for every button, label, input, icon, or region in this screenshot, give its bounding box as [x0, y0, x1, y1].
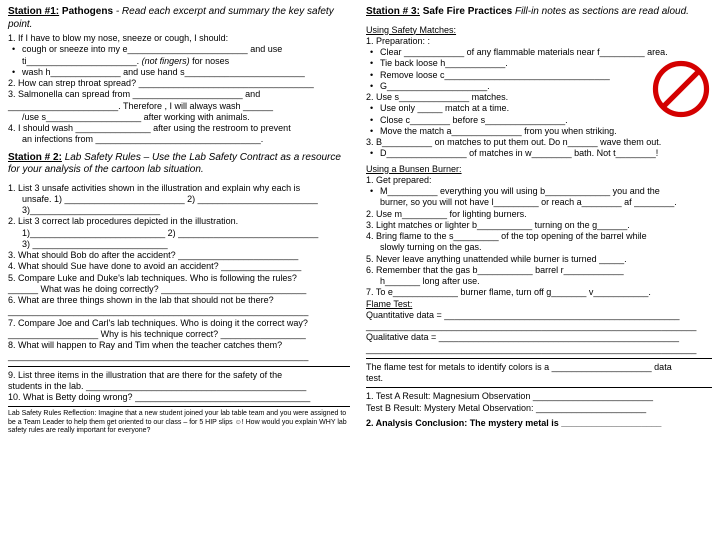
reflection-text: Lab Safety Rules Reflection: Imagine tha…: [8, 410, 350, 435]
b-q2: 2. Use m_________ for lighting burners.: [366, 209, 712, 220]
s1-q4a: 4. I should wash _______________ after u…: [8, 123, 350, 134]
divider-1: [8, 366, 350, 367]
s2-q1c: 3)__________________________: [8, 205, 350, 216]
ft-conclusion: 2. Analysis Conclusion: The mystery meta…: [366, 418, 712, 429]
station1: Station #1: Pathogens - Read each excerp…: [8, 6, 350, 146]
s2-q3: 3. What should Bob do after the accident…: [8, 250, 350, 261]
m-b7: Move the match a______________ from you …: [380, 126, 712, 137]
s1-q3a: 3. Salmonella can spread from __________…: [8, 89, 350, 100]
s1-b2: wash h______________ and use hand s_____…: [22, 67, 305, 77]
s2-q9a: 9. List three items in the illustration …: [8, 370, 350, 381]
b-q6b: h_______ long after use.: [366, 276, 712, 287]
s2-q5a: 5. Compare Luke and Duke's lab technique…: [8, 273, 350, 284]
station3-topic: Safe Fire Practices: [423, 6, 513, 17]
s2-q8b: ________________________________________…: [8, 351, 350, 362]
s2-q6a: 6. What are three things shown in the la…: [8, 295, 350, 306]
ft-stmt-a: The flame test for metals to identify co…: [366, 362, 712, 373]
b-q4b: slowly turning on the gas.: [366, 242, 712, 253]
m-q1: 1. Preparation: :: [366, 36, 712, 47]
divider-4: [366, 387, 712, 388]
station2-label: Station # 2:: [8, 152, 62, 163]
divider-2: [8, 406, 350, 407]
ft-qual: Qualitative data = _____________________…: [366, 332, 712, 343]
station1-topic: Pathogens: [62, 6, 113, 17]
ft-qual-b: ________________________________________…: [366, 344, 712, 355]
m-q3-bullets: D________________ of matches in w_______…: [366, 148, 712, 159]
b-q4a: 4. Bring flame to the s_________ of the …: [366, 231, 712, 242]
station2: Station # 2: Lab Safety Rules – Use the …: [8, 152, 350, 436]
s2-q1a: 1. List 3 unsafe activities shown in the…: [8, 183, 350, 194]
ft-testB: Test B Result: Mystery Metal Observation…: [366, 403, 712, 414]
no-sign-icon: [652, 60, 710, 118]
bunsen-header: Using a Bunsen Burner:: [366, 164, 712, 175]
divider-3: [366, 358, 712, 359]
s2-q6b: ________________________________________…: [8, 306, 350, 317]
m-b1: Clear ____________ of any flammable mate…: [380, 47, 712, 58]
station3-instr: Fill-in notes as sections are read aloud…: [515, 6, 689, 17]
b-q1-bullets: M__________ everything you will using b_…: [366, 186, 712, 209]
ft-quant-b: ________________________________________…: [366, 321, 712, 332]
s2-q2a: 2. List 3 correct lab procedures depicte…: [8, 216, 350, 227]
station1-label: Station #1:: [8, 6, 59, 17]
s1-q3b: ______________________. Therefore , I wi…: [8, 101, 350, 112]
s2-q2b: 1)___________________________ 2) _______…: [8, 228, 350, 239]
s1-q2: 2. How can strep throat spread? ________…: [8, 78, 350, 89]
b-b1a: M__________ everything you will using b_…: [380, 186, 660, 196]
s2-q8a: 8. What will happen to Ray and Tim when …: [8, 340, 350, 351]
b-b1b: burner, so you will not have l_________ …: [380, 197, 677, 207]
b-q5: 5. Never leave anything unattended while…: [366, 254, 712, 265]
b-q1: 1. Get prepared:: [366, 175, 712, 186]
s2-q2c: 3) ___________________________: [8, 239, 350, 250]
b-q3: 3. Light matches or lighter b___________…: [366, 220, 712, 231]
s2-q1b: unsafe. 1) ________________________ 2) _…: [8, 194, 350, 205]
s1-q4b: an infections from _____________________…: [8, 134, 350, 145]
matches-header: Using Safety Matches:: [366, 25, 712, 36]
s2-q5b: ______ What was he doing correctly? ____…: [8, 284, 350, 295]
s2-q9b: students in the lab. ___________________…: [8, 381, 350, 392]
s1-q3c: /use s___________________ after working …: [8, 112, 350, 123]
s1-q1-bullets: cough or sneeze into my e_______________…: [8, 44, 350, 78]
ft-quant: Quantitative data = ____________________…: [366, 310, 712, 321]
s1-q1: 1. If I have to blow my nose, sneeze or …: [8, 33, 350, 44]
station1-header: Station #1: Pathogens - Read each excerp…: [8, 6, 350, 31]
station3-label: Station # 3:: [366, 6, 420, 17]
s1-b1b: ti______________________. (not fingers) …: [22, 56, 229, 66]
s2-q7a: 7. Compare Joe and Carl's lab techniques…: [8, 318, 350, 329]
flame-header: Flame Test:: [366, 299, 712, 310]
station3-header: Station # 3: Safe Fire Practices Fill-in…: [366, 6, 712, 19]
ft-testA: 1. Test A Result: Magnesium Observation …: [366, 391, 712, 402]
b-q6a: 6. Remember that the gas b___________ ba…: [366, 265, 712, 276]
station2-header: Station # 2: Lab Safety Rules – Use the …: [8, 152, 350, 177]
s2-q4: 4. What should Sue have done to avoid an…: [8, 261, 350, 272]
ft-stmt-b: test.: [366, 373, 712, 384]
m-b8: D________________ of matches in w_______…: [380, 148, 712, 159]
s2-q10: 10. What is Betty doing wrong? _________…: [8, 392, 350, 403]
s2-q7b: __________________ Why is his technique …: [8, 329, 350, 340]
b-q7: 7. To e_____________ burner flame, turn …: [366, 287, 712, 298]
m-q3: 3. B__________ on matches to put them ou…: [366, 137, 712, 148]
s1-b1a: cough or sneeze into my e_______________…: [22, 44, 282, 54]
